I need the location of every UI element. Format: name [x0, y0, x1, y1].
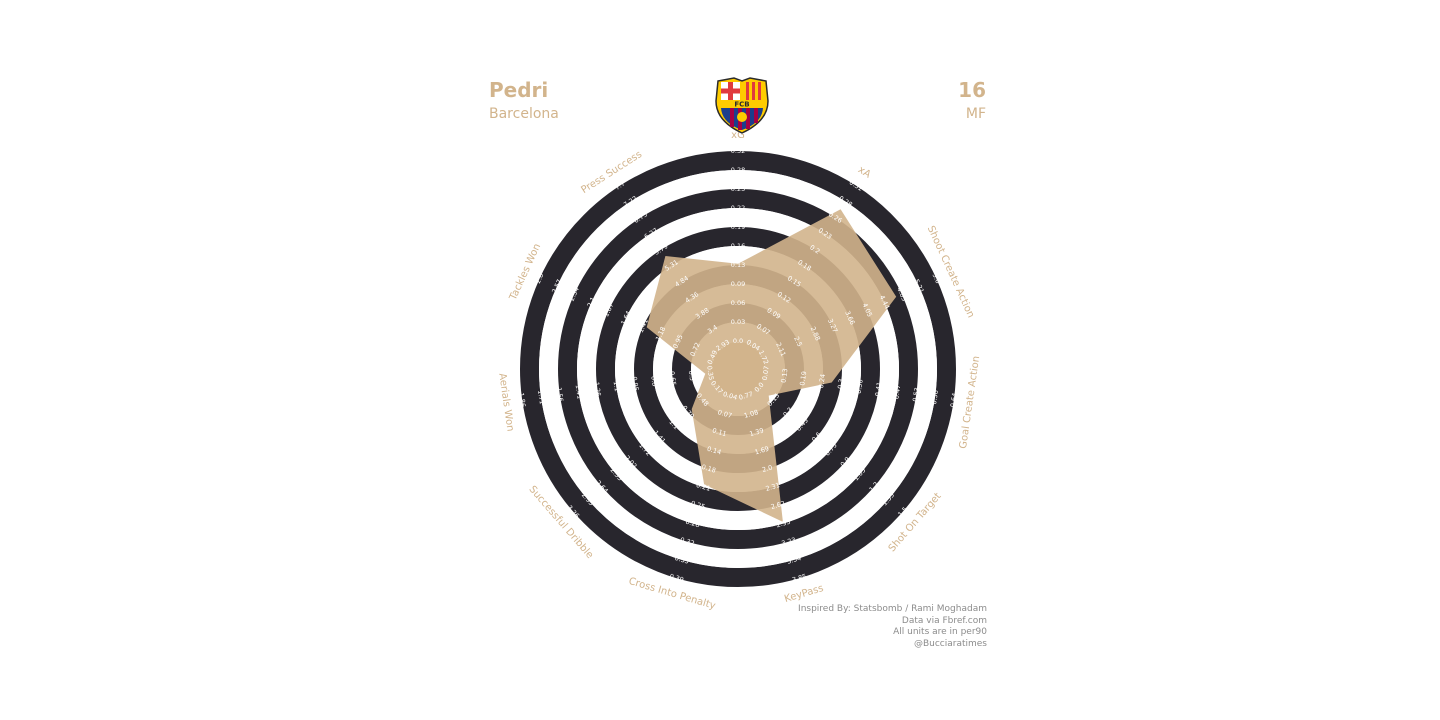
player-position: MF [965, 106, 986, 122]
radar-category-label: xA [856, 164, 873, 180]
radar-area [646, 209, 897, 522]
player-name: Pedri [489, 78, 549, 102]
radar-tick-label: 0.24 [817, 373, 827, 388]
radar-tick-label: 0.36 [855, 379, 865, 394]
radar-tick-label: 2.93 [775, 518, 791, 530]
radar-tick-label: 2.8 [534, 272, 546, 285]
crest-icon: FCB [715, 77, 769, 134]
radar-tick-label: 3.85 [791, 572, 807, 584]
credits: Inspired By: Statsbomb / Rami Moghadam D… [727, 604, 987, 651]
radar-tick-label: 0.25 [731, 185, 745, 193]
radar-ring-band [577, 208, 899, 530]
radar-tick-label: 0.19 [731, 223, 745, 231]
radar-tick-label: 0.32 [731, 147, 745, 155]
radar-tick-label: 1.39 [749, 426, 765, 438]
radar-tick-label: 0.58 [930, 390, 940, 405]
radar-ring-band [539, 170, 937, 568]
radar-tick-label: 0.19 [798, 371, 808, 386]
radar-tick-label: 2.1 [586, 296, 598, 309]
radar-ring-band [558, 189, 918, 549]
radar-tick-label: 0.53 [911, 387, 921, 402]
radar-tick-label: 0.47 [892, 384, 902, 399]
radar-tick-label: 2.31 [765, 481, 781, 493]
radar-tick-label: 2.0 [761, 464, 773, 475]
crest-label: FCB [734, 101, 749, 109]
radar-tick-label: 1.26 [592, 381, 602, 396]
radar-category-label: Aerials Won [496, 373, 515, 433]
radar-category-label: KeyPass [783, 583, 825, 605]
radar-tick-label: 2.5 [792, 335, 804, 348]
radar-category-label: Goal Create Action [958, 355, 982, 449]
radar-tick-label: 2.62 [770, 499, 786, 511]
radar-tick-label: 0.07 [761, 365, 771, 380]
radar-tick-label: 0.35 [674, 554, 690, 566]
radar-tick-label: 1.41 [574, 384, 584, 399]
radar-tick-label: 0.13 [731, 261, 745, 269]
radar-category-label: xG [731, 130, 745, 141]
radar-tick-label: 0.0 [733, 337, 743, 345]
radar-tick-label: 3.23 [781, 536, 797, 548]
radar-tick-label: 1.71 [536, 390, 546, 405]
radar-tick-label: 0.09 [731, 280, 745, 288]
radar-tick-label: 0.25 [690, 499, 706, 511]
player-number: 16 [958, 78, 986, 102]
radar-tick-label: 0.04 [722, 390, 738, 402]
radar-tick-label: 0.11 [711, 426, 727, 438]
radar-core [711, 342, 765, 396]
radar-tick-label: 0.28 [685, 518, 701, 530]
radar-tick-label: 0.64 [949, 392, 959, 407]
radar-tick-label: 1.08 [743, 408, 759, 420]
radar-tick-label: 0.39 [669, 572, 685, 584]
radar-tick-label: 0.28 [731, 166, 745, 174]
radar-ring-band [596, 227, 880, 511]
radar-tick-label: 0.65 [668, 371, 678, 386]
radar-tick-label: 1.1 [612, 381, 621, 392]
radar-tick-label: 0.16 [731, 242, 745, 250]
radar-tick-label: 0.06 [731, 299, 745, 307]
radar-ring-band [520, 151, 956, 587]
credit-line: @Bucciaratimes [913, 639, 987, 650]
radar-tick-label: 0.07 [717, 408, 733, 420]
radar-tick-label: 1.56 [555, 387, 565, 402]
radar-tick-label: 5.6 [931, 272, 943, 285]
player-team: Barcelona [489, 106, 559, 122]
radar-tick-label: 0.35 [705, 365, 715, 380]
credit-line: Data via Fbref.com [901, 615, 987, 626]
radar-tick-label: 0.21 [695, 481, 711, 493]
radar-tick-label: 0.8 [649, 375, 658, 386]
credit-line: Inspired By: Statsbomb / Rami Moghadam [798, 604, 987, 614]
credit-line: All units are in per90 [893, 627, 987, 638]
radar-tick-label: 3.54 [786, 554, 802, 566]
radar-tick-label: 0.03 [731, 318, 745, 326]
radar-tick-label: 0.22 [731, 204, 745, 212]
radar-tick-label: 0.14 [706, 445, 722, 457]
radar-tick-label: 0.32 [679, 536, 695, 548]
radar-tick-label: 0.77 [738, 390, 754, 402]
radar-tick-label: 0.41 [874, 381, 884, 396]
radar-tick-label: 1.86 [517, 392, 527, 407]
radar-tick-label: 0.3 [836, 378, 845, 389]
radar-tick-label: 0.5 [687, 370, 696, 381]
radar-tick-label: 0.13 [780, 368, 790, 383]
radar-tick-label: 1.69 [754, 445, 770, 457]
radar-tick-label: 0.95 [630, 376, 640, 391]
radar-tick-label: 0.18 [701, 463, 717, 475]
